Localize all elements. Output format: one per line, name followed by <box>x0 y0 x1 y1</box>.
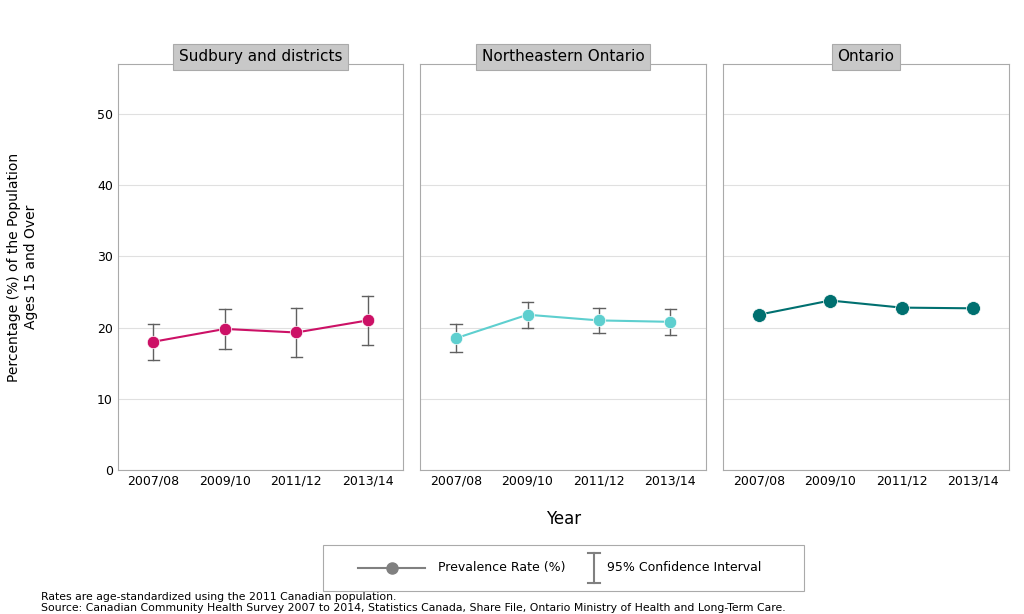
Point <box>447 333 464 343</box>
Point <box>822 295 839 305</box>
Point <box>591 316 607 325</box>
Point <box>217 324 233 334</box>
Point <box>893 303 909 313</box>
Point <box>751 310 767 320</box>
Point <box>663 317 679 327</box>
Text: Percentage (%) of the Population
Ages 15 and Over: Percentage (%) of the Population Ages 15… <box>7 152 38 382</box>
Text: Ontario: Ontario <box>838 50 894 64</box>
Text: Northeastern Ontario: Northeastern Ontario <box>482 50 644 64</box>
Point <box>288 328 304 338</box>
Point <box>965 303 981 313</box>
Point <box>359 316 376 325</box>
Text: Year: Year <box>546 510 581 528</box>
Point <box>519 310 536 320</box>
Text: Prevalence Rate (%): Prevalence Rate (%) <box>438 561 566 575</box>
Text: Source: Canadian Community Health Survey 2007 to 2014, Statistics Canada, Share : Source: Canadian Community Health Survey… <box>41 603 785 613</box>
Text: Rates are age-standardized using the 2011 Canadian population.: Rates are age-standardized using the 201… <box>41 592 396 602</box>
Point <box>145 337 162 347</box>
Text: 95% Confidence Interval: 95% Confidence Interval <box>607 561 762 575</box>
Text: Sudbury and districts: Sudbury and districts <box>179 50 342 64</box>
